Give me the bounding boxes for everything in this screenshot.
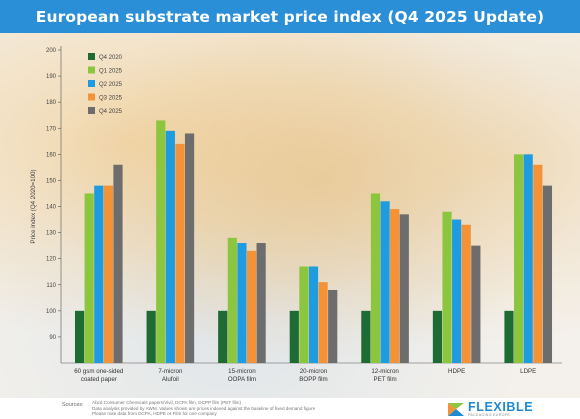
bar [184, 133, 195, 363]
y-tick-label: 180 [46, 100, 57, 106]
bar [370, 193, 381, 363]
y-tick-label: 200 [46, 48, 57, 54]
bar [504, 310, 514, 363]
y-tick-label: 150 [46, 178, 57, 184]
bar [246, 250, 257, 363]
bar [328, 289, 338, 363]
x-tick-label: 12-micron [371, 368, 399, 375]
bar [74, 310, 85, 363]
bar [146, 310, 156, 363]
bar [452, 219, 462, 363]
y-tick-label: 190 [46, 74, 57, 80]
bar [361, 310, 371, 363]
bar [289, 310, 299, 363]
x-tick-label: BOPP film [299, 376, 327, 383]
logo-text: FLEXIBLE [468, 400, 534, 414]
bar [471, 245, 481, 363]
x-tick-label: Alufoil [162, 376, 179, 383]
footer [0, 398, 580, 419]
legend-swatch [88, 93, 95, 101]
x-tick-label: PET film [373, 376, 396, 383]
logo-mark-icon [448, 403, 464, 416]
y-tick-label: 170 [46, 126, 57, 132]
source-line: Data analysis provided by AWM. Values sh… [92, 405, 316, 411]
y-tick-label: 110 [46, 283, 56, 289]
y-tick-label: 160 [46, 152, 57, 158]
x-tick-label: 60 gsm one-sided [74, 368, 124, 375]
bar [237, 243, 247, 363]
legend-label: Q4 2025 [99, 109, 123, 115]
legend-label: Q3 2025 [99, 96, 123, 102]
bar [390, 209, 400, 363]
y-tick-label: 90 [49, 335, 56, 341]
bar [94, 185, 104, 363]
x-tick-label: 7-micron [158, 368, 183, 375]
bar [113, 164, 123, 363]
legend-swatch [88, 107, 95, 114]
bar [218, 310, 228, 363]
bar [542, 185, 553, 363]
bar [523, 154, 533, 363]
sources-text: Abcd Consumer Chemicals papers/Vivil, DC… [92, 400, 315, 417]
bar [461, 224, 471, 363]
x-tick-label: LDPE [520, 368, 536, 375]
bar [318, 282, 328, 363]
bar [399, 214, 409, 363]
y-tick-label: 130 [46, 231, 57, 237]
bar-chart: 90 100 110 120 130 140 150 160 170 180 190 200 Price… [30, 46, 562, 383]
x-tick-label: 15-micron [228, 368, 256, 375]
bar [299, 266, 309, 363]
source-line: Abcd Consumer Chemicals papers/Vivil, DC… [92, 400, 241, 405]
logo-subtext: PACKAGING EUROPE [468, 413, 511, 417]
x-tick-label: coated paper [81, 376, 117, 383]
chart-title-banner: European substrate market price index (Q… [0, 0, 580, 33]
sources-label: Sources: [62, 402, 84, 408]
x-tick-label: HDPE [448, 368, 465, 375]
legend-label: Q4 2020 [99, 55, 123, 61]
x-tick-label: 20-micron [300, 368, 328, 375]
bar [256, 243, 266, 363]
bar [308, 266, 319, 363]
bar [227, 237, 237, 363]
brand-logo: FLEXIBLE PACKAGING EUROPE [448, 400, 566, 418]
bar [156, 120, 166, 363]
bar [514, 154, 524, 363]
bar [103, 185, 113, 363]
chart-title: European substrate market price index (Q… [35, 7, 545, 26]
legend-swatch [88, 53, 95, 60]
bar [380, 201, 390, 363]
bar [165, 130, 175, 363]
y-tick-label: 140 [46, 205, 57, 211]
legend-label: Q2 2025 [99, 82, 123, 88]
legend-swatch [88, 80, 95, 87]
legend-label: Q1 2025 [99, 69, 123, 75]
bar [533, 164, 543, 363]
y-axis-label: Price index (Q4 2020=100) [30, 169, 37, 243]
bar [84, 193, 94, 363]
x-tick-label: OOPA film [228, 376, 256, 383]
bar [432, 310, 443, 363]
y-tick-label: 120 [46, 257, 57, 263]
y-tick-label: 100 [46, 309, 57, 315]
bar [442, 211, 452, 363]
source-line: Please note data from DCPA, HDPE or Film… [92, 411, 217, 417]
bar [175, 143, 185, 363]
legend-swatch [88, 66, 95, 74]
